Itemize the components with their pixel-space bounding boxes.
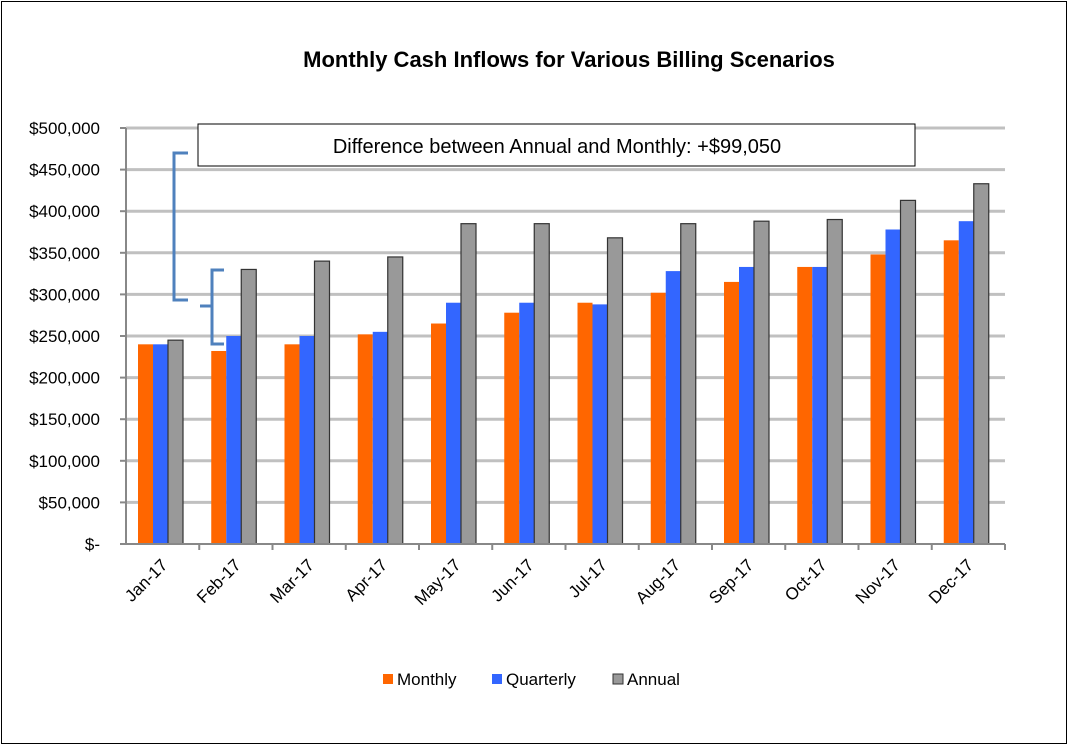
bar-annual — [753, 220, 770, 545]
x-tick-label: Apr-17 — [342, 555, 392, 605]
y-tick-label: $350,000 — [29, 244, 100, 263]
y-tick-label: $50,000 — [39, 493, 100, 512]
annotation-brackets — [172, 151, 224, 346]
small-bracket — [210, 268, 224, 346]
bar-annual — [167, 339, 184, 545]
chart-title: Monthly Cash Inflows for Various Billing… — [303, 47, 835, 72]
legend-label-quarterly: Quarterly — [506, 670, 576, 689]
bar-annual — [313, 260, 331, 545]
y-tick-label: $500,000 — [29, 119, 100, 138]
bar-annual — [899, 199, 917, 545]
bar-annual — [387, 256, 404, 545]
x-tick-label: Jun-17 — [488, 555, 538, 605]
bar-annual — [533, 223, 550, 545]
bar-monthly — [797, 266, 813, 544]
x-tick-label: May-17 — [411, 555, 465, 609]
bar-quarterly — [519, 302, 535, 544]
bar-monthly — [284, 344, 300, 544]
bar-quarterly — [153, 344, 168, 544]
x-tick-label: Dec-17 — [925, 555, 977, 607]
bar-monthly — [724, 281, 739, 544]
bar-quarterly — [739, 266, 754, 544]
bar-monthly — [943, 240, 959, 544]
y-tick-label: $300,000 — [29, 285, 100, 304]
y-tick-label: $200,000 — [29, 369, 100, 388]
y-tick-label: $- — [85, 535, 100, 554]
legend-label-annual: Annual — [627, 670, 680, 689]
y-tick-label: $400,000 — [29, 202, 100, 221]
y-tick-label: $450,000 — [29, 161, 100, 180]
bar-annual — [826, 218, 843, 545]
x-tick-label: Jan-17 — [121, 555, 171, 605]
annotation-rect — [197, 123, 916, 167]
annotation-box: Difference between Annual and Monthly: +… — [197, 123, 916, 167]
bar-quarterly — [885, 229, 901, 544]
bar-monthly — [431, 323, 446, 544]
bar-annual — [240, 268, 257, 545]
bars — [138, 183, 990, 545]
bar-annual — [606, 237, 624, 545]
x-axis-ticks: Jan-17 Feb-17 Mar-17 Apr-17 May-17 Jun-17 Jul-… — [121, 544, 1006, 609]
x-tick-label: Oct-17 — [781, 555, 831, 605]
y-tick-label: $250,000 — [29, 327, 100, 346]
x-tick-label: Jul-17 — [565, 555, 611, 601]
annotation-text: Difference between Annual and Monthly: +… — [333, 136, 781, 158]
bar-annual — [460, 223, 477, 545]
large-bracket — [172, 151, 188, 302]
x-tick-label: Feb-17 — [193, 555, 245, 607]
bar-annual — [973, 183, 990, 545]
legend-swatch-monthly — [383, 674, 393, 684]
legend-swatch-annual — [612, 673, 624, 685]
bar-monthly — [577, 302, 593, 544]
bar-monthly — [357, 334, 373, 544]
y-tick-label: $150,000 — [29, 410, 100, 429]
y-axis-ticks: $- $50,000 $100,000 $150,000 $200,000 $250,00… — [29, 119, 126, 554]
legend: Monthly Quarterly Annual — [383, 670, 680, 689]
bar-quarterly — [446, 302, 461, 544]
bar-monthly — [504, 312, 520, 544]
bracket-connector — [174, 298, 212, 308]
y-tick-label: $100,000 — [29, 452, 100, 471]
bar-monthly — [211, 350, 227, 544]
x-tick-label: Aug-17 — [632, 555, 684, 607]
bar-monthly — [870, 254, 886, 545]
legend-label-monthly: Monthly — [397, 670, 457, 689]
bar-monthly — [138, 344, 153, 544]
bar-monthly — [650, 292, 666, 544]
bar-annual — [680, 223, 697, 545]
bar-quarterly — [665, 271, 681, 544]
bar-quarterly — [299, 336, 315, 544]
x-tick-label: Mar-17 — [266, 555, 318, 607]
bar-quarterly — [812, 266, 828, 544]
legend-swatch-quarterly — [492, 674, 502, 684]
x-tick-label: Nov-17 — [852, 555, 904, 607]
bar-quarterly — [592, 304, 608, 544]
bar-quarterly — [226, 336, 242, 544]
bar-quarterly — [958, 221, 974, 544]
x-tick-label: Sep-17 — [705, 555, 757, 607]
bar-quarterly — [372, 331, 388, 544]
